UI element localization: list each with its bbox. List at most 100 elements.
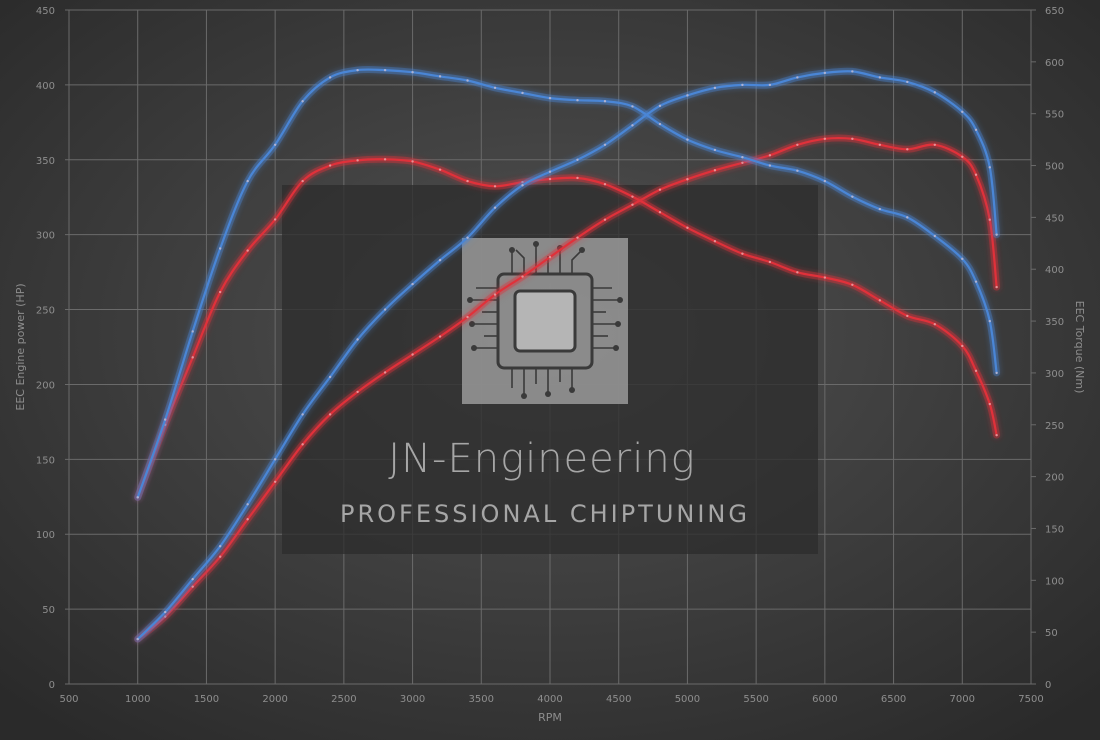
- x-tick-label: 1000: [125, 694, 150, 705]
- series-1-point: [995, 285, 998, 289]
- series-3-point: [823, 71, 827, 75]
- series-0-point: [768, 260, 772, 264]
- series-2-point: [851, 195, 854, 198]
- y-right-tick-label: 200: [1045, 473, 1064, 484]
- series-1-point: [246, 518, 249, 521]
- series-3-point: [933, 91, 936, 94]
- series-3-point: [301, 413, 304, 416]
- series-2-point: [631, 105, 634, 108]
- series-3-point: [988, 166, 991, 169]
- x-tick-label: 6000: [812, 694, 837, 705]
- series-1-point: [631, 203, 634, 206]
- y-left-tick-label: 350: [36, 156, 55, 167]
- series-3-point: [768, 83, 772, 87]
- series-1-point: [823, 137, 827, 141]
- x-tick-label: 3500: [469, 694, 494, 705]
- watermark-panel: JN-Engineering PROFESSIONAL CHIPTUNING: [282, 185, 818, 554]
- y-left-tick-label: 450: [36, 6, 55, 17]
- series-0-point: [995, 433, 998, 437]
- series-0-point: [631, 195, 634, 198]
- series-1-point: [521, 275, 524, 278]
- series-0-point: [878, 299, 882, 302]
- series-3-point: [961, 110, 964, 114]
- series-0-point: [603, 183, 607, 186]
- series-2-point: [411, 71, 414, 74]
- x-tick-label: 5000: [675, 694, 700, 705]
- y-left-tick-label: 250: [36, 306, 55, 317]
- series-1-point: [273, 480, 277, 483]
- series-0-point: [356, 159, 359, 162]
- y-right-tick-label: 300: [1045, 369, 1064, 380]
- series-0-point: [988, 402, 991, 406]
- y-left-tick-label: 400: [36, 81, 55, 92]
- series-2-point: [933, 234, 936, 238]
- series-3-point: [741, 83, 744, 87]
- series-2-point: [658, 122, 662, 126]
- series-3-point: [218, 545, 222, 548]
- y-right-tick-label: 100: [1045, 576, 1064, 587]
- x-tick-label: 2000: [262, 694, 287, 705]
- x-tick-label: 4500: [606, 694, 631, 705]
- series-0-group: [134, 155, 1001, 501]
- series-1-point: [548, 255, 552, 259]
- series-2-point: [218, 247, 222, 250]
- series-2-point: [328, 76, 332, 79]
- series-0-point: [906, 314, 909, 318]
- series-1-point: [658, 188, 662, 191]
- x-tick-label: 1500: [194, 694, 219, 705]
- x-tick-label: 7500: [1018, 694, 1043, 705]
- series-1-point: [576, 236, 579, 239]
- series-2-point: [974, 280, 978, 283]
- series-3-point: [246, 503, 249, 506]
- series-2-point: [823, 179, 827, 183]
- series-0-point: [933, 322, 936, 326]
- series-2-point: [521, 91, 524, 95]
- x-tick-label: 500: [59, 694, 78, 705]
- y-right-tick-label: 500: [1045, 162, 1064, 173]
- series-1-point: [191, 585, 194, 588]
- series-3-point: [906, 80, 909, 84]
- series-3-point: [356, 338, 359, 341]
- series-1-group: [134, 134, 1001, 643]
- x-tick-label: 2500: [331, 694, 356, 705]
- series-2-point: [383, 68, 387, 72]
- series-1-point: [686, 178, 689, 181]
- series-3-line: [136, 70, 998, 641]
- y-left-tick-label: 50: [42, 605, 55, 616]
- x-tick-label: 7000: [950, 694, 975, 705]
- series-1-point: [466, 315, 469, 319]
- series-2-group: [134, 65, 1001, 501]
- series-2-point: [191, 330, 194, 333]
- series-1-point: [878, 143, 882, 146]
- watermark-title: JN-Engineering: [388, 436, 695, 482]
- series-2-point: [246, 179, 249, 183]
- series-2-point: [878, 207, 882, 211]
- series-0-point: [328, 164, 332, 167]
- series-2-point: [603, 100, 607, 103]
- series-1-point: [328, 413, 332, 416]
- watermark-subtitle: PROFESSIONAL CHIPTUNING: [340, 500, 750, 528]
- y-right-tick-label: 550: [1045, 110, 1064, 121]
- series-3-point: [796, 76, 799, 79]
- series-2-point: [906, 216, 909, 219]
- series-3-point: [603, 143, 607, 146]
- series-1-point: [713, 169, 717, 172]
- y-right-tick-label: 650: [1045, 6, 1064, 17]
- series-1-point: [218, 555, 222, 558]
- series-3-point: [466, 236, 469, 239]
- series-3-point: [995, 233, 998, 236]
- series-2-point: [995, 371, 998, 375]
- series-1-point: [383, 371, 387, 374]
- chip-logo-icon: [462, 238, 628, 404]
- y-left-tick-label: 150: [36, 455, 55, 466]
- series-0-point: [301, 179, 304, 183]
- x-tick-label: 4000: [537, 694, 562, 705]
- series-0-point: [796, 271, 799, 274]
- series-2-point: [741, 156, 744, 159]
- y-left-tick-label: 300: [36, 231, 55, 242]
- y-right-tick-label: 150: [1045, 524, 1064, 535]
- series-2-point: [356, 68, 359, 72]
- series-3-point: [548, 170, 552, 173]
- series-3-point: [383, 308, 387, 311]
